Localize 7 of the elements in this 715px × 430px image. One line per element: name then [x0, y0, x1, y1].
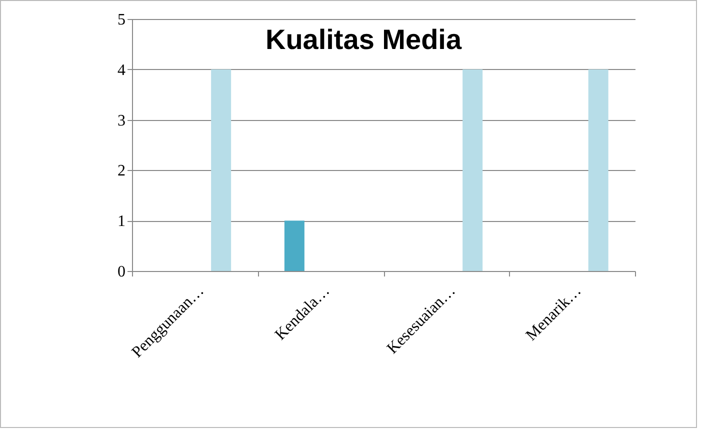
- chart-title: Kualitas Media: [265, 24, 462, 55]
- y-tick-label: 4: [118, 62, 126, 79]
- y-tick-label: 2: [118, 162, 126, 180]
- y-tick-label: 3: [118, 112, 126, 130]
- y-tick-label: 1: [118, 213, 126, 230]
- y-tick-label: 0: [118, 264, 126, 280]
- y-tick-label: 5: [118, 12, 126, 28]
